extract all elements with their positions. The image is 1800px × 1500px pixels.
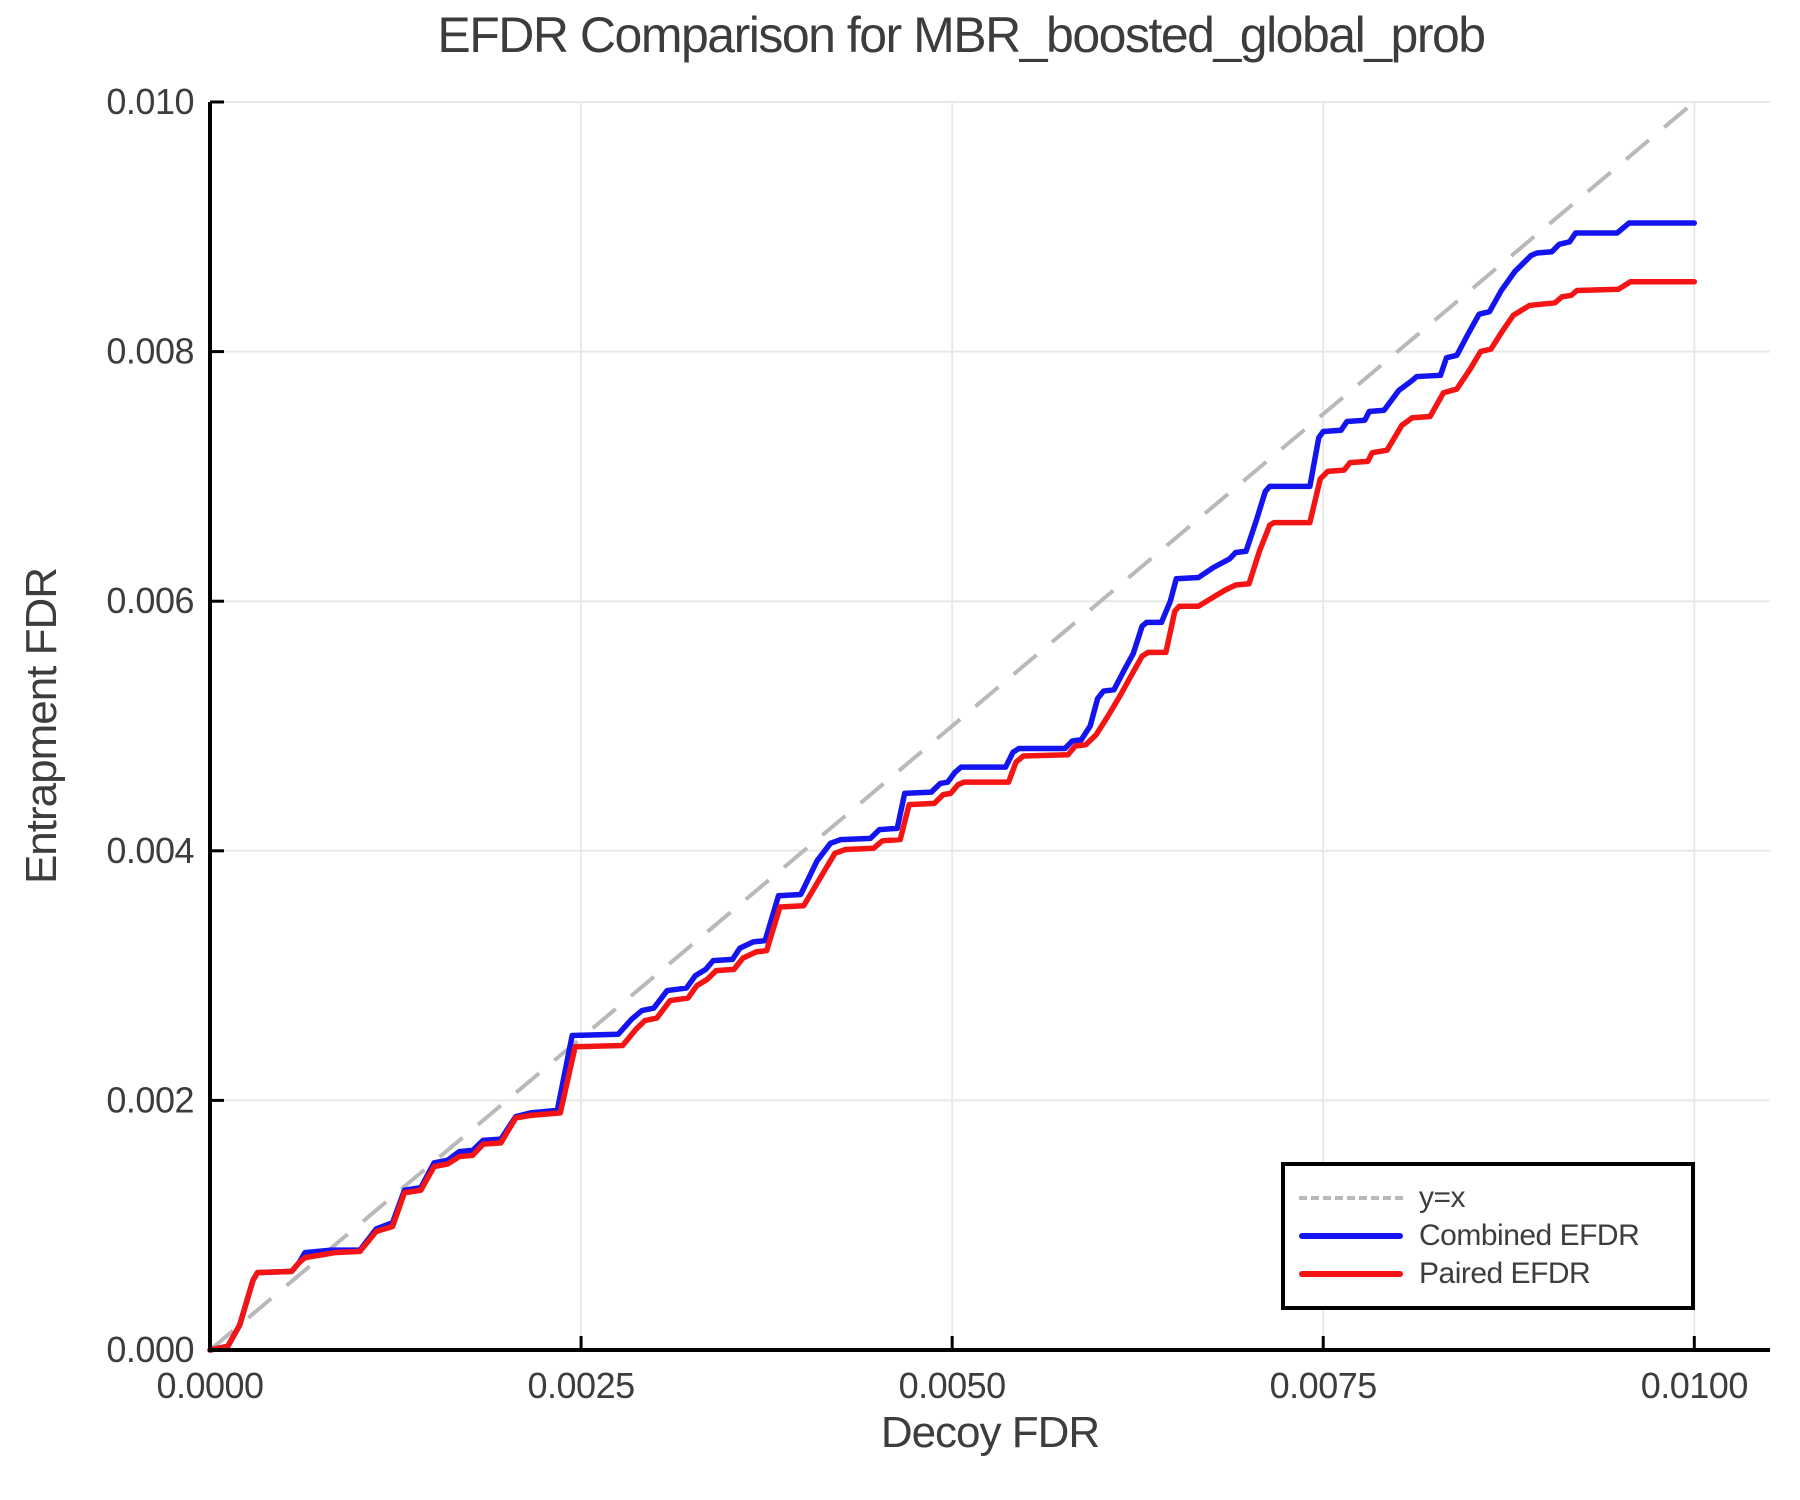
x-axis-label: Decoy FDR [880,1408,1100,1457]
y-axis-label: Entrapment FDR [17,567,66,885]
legend-row-combined-efdr: Combined EFDR [1299,1217,1691,1255]
y-axis-label-container: Entrapment FDR [17,500,66,952]
chart-title: EFDR Comparison for MBR_boosted_global_p… [437,7,1486,63]
y-tick-label-0.006: 0.006 [106,580,194,621]
legend-label-paired-efdr: Paired EFDR [1419,1257,1591,1290]
y-tick-label-0.002: 0.002 [106,1079,194,1120]
legend-label-combined-efdr: Combined EFDR [1419,1219,1640,1252]
y-tick-label-0.008: 0.008 [106,331,194,372]
x-tick-label-0.0000: 0.0000 [156,1365,263,1406]
x-tick-label-0.0025: 0.0025 [528,1365,635,1406]
legend-row-paired-efdr: Paired EFDR [1299,1255,1691,1293]
x-tick-label-0.0100: 0.0100 [1641,1365,1748,1406]
legend-box: y=x Combined EFDR Paired EFDR [1281,1162,1695,1310]
y-tick-label-0.004: 0.004 [106,830,194,871]
legend-row-identity: y=x [1299,1179,1691,1217]
series-line-paired-efdr [207,278,1698,1353]
x-tick-label-0.0050: 0.0050 [899,1365,1006,1406]
identity-line [208,100,1696,1352]
legend-label-identity: y=x [1419,1181,1466,1214]
x-tick-label-0.0075: 0.0075 [1270,1365,1377,1406]
paired-efdr-line-sample [1299,1271,1403,1277]
combined-efdr-line-sample [1299,1233,1403,1239]
y-tick-label-0.000: 0.000 [106,1329,194,1370]
identity-line-sample [1299,1196,1403,1200]
y-tick-label-0.010: 0.010 [106,81,194,122]
series-line-combined-efdr [207,220,1698,1353]
